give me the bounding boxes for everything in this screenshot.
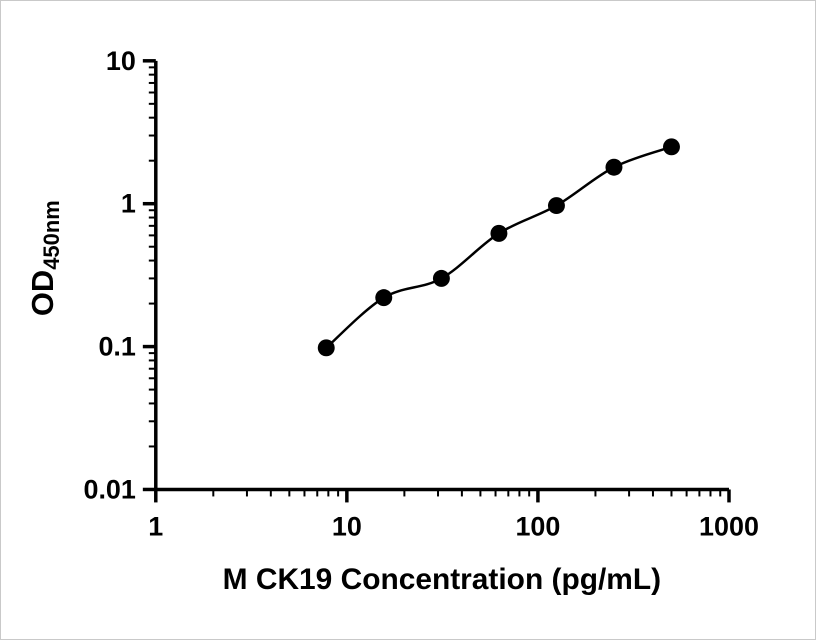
data-point bbox=[490, 224, 508, 242]
y-tick-label: 0.01 bbox=[83, 474, 135, 504]
y-axis-label-subscript: 450nm bbox=[39, 200, 64, 269]
x-tick-label: 100 bbox=[515, 511, 560, 541]
x-tick-label: 1000 bbox=[699, 511, 759, 541]
data-point bbox=[605, 158, 623, 176]
y-tick-label: 1 bbox=[121, 189, 136, 219]
y-axis-label-main: OD bbox=[25, 270, 60, 316]
y-tick-label: 10 bbox=[106, 46, 136, 76]
x-axis-label: M CK19 Concentration (pg/mL) bbox=[223, 563, 661, 596]
fit-curve bbox=[325, 145, 672, 349]
x-tick-label: 1 bbox=[148, 511, 163, 541]
data-point bbox=[663, 138, 680, 156]
x-tick-label: 10 bbox=[332, 511, 362, 541]
data-point bbox=[432, 269, 450, 287]
data-point bbox=[375, 289, 393, 307]
y-axis-label: OD450nm bbox=[25, 200, 64, 316]
y-tick-label: 0.1 bbox=[98, 332, 135, 362]
plot-layer: 1 10 100 1000 0.01 0.1 1 10 bbox=[83, 46, 758, 542]
data-point bbox=[547, 197, 565, 215]
data-point bbox=[317, 339, 335, 357]
